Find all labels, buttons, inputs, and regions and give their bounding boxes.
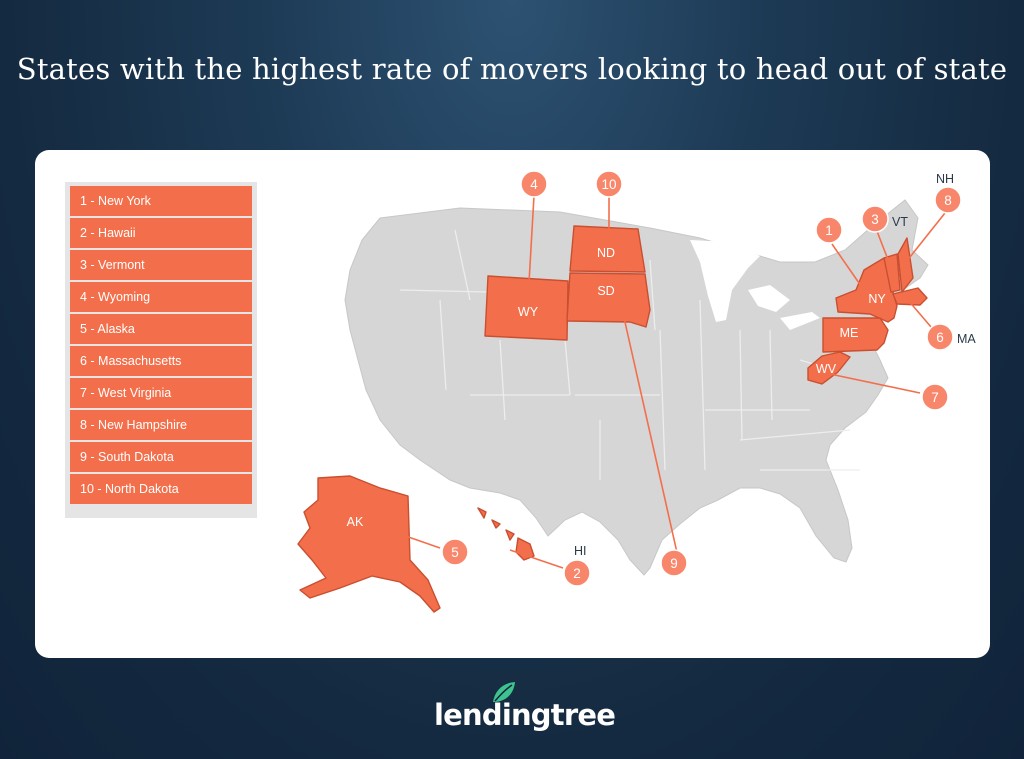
label-vt: VT bbox=[892, 215, 908, 229]
callout-number: 10 bbox=[601, 177, 616, 192]
legend-item: 5 - Alaska bbox=[70, 314, 252, 344]
callout-5: 5 bbox=[441, 538, 469, 566]
label-wv: WV bbox=[816, 362, 837, 376]
callout-4: 4 bbox=[520, 170, 548, 198]
callout-8: 8 bbox=[934, 186, 962, 214]
leaf-icon bbox=[493, 682, 515, 702]
legend-item: 6 - Massachusetts bbox=[70, 346, 252, 376]
callout-3: 3 bbox=[861, 205, 889, 233]
label-me: ME bbox=[840, 326, 859, 340]
leader-lines bbox=[373, 195, 946, 569]
label-nh: NH bbox=[936, 172, 954, 186]
ranking-legend: 1 - New York 2 - Hawaii 3 - Vermont 4 - … bbox=[65, 182, 257, 518]
state-massachusetts bbox=[892, 287, 928, 306]
callout-1: 1 bbox=[815, 216, 843, 244]
state-south-dakota bbox=[566, 272, 651, 328]
page-title: States with the highest rate of movers l… bbox=[16, 52, 1008, 86]
brand-logo: lendingtree bbox=[434, 698, 616, 732]
callout-number: 8 bbox=[944, 193, 952, 208]
callout-number: 1 bbox=[825, 223, 833, 238]
label-wy: WY bbox=[518, 305, 539, 319]
state-alaska bbox=[297, 475, 441, 613]
label-nd: ND bbox=[597, 246, 615, 260]
legend-item: 7 - West Virginia bbox=[70, 378, 252, 408]
great-lakes bbox=[690, 240, 820, 330]
callout-number: 7 bbox=[931, 390, 939, 405]
state-vermont bbox=[883, 253, 901, 293]
label-ak: AK bbox=[347, 515, 364, 529]
us-map: WY ND SD NY ME WV AK NH VT MA HI 1 2 3 4… bbox=[297, 170, 976, 613]
callout-2: 2 bbox=[563, 559, 591, 587]
state-new-york bbox=[835, 257, 898, 323]
legend-item: 3 - Vermont bbox=[70, 250, 252, 280]
state-pennsylvania bbox=[822, 317, 889, 353]
map-card: 1 - New York 2 - Hawaii 3 - Vermont 4 - … bbox=[35, 150, 990, 658]
state-hawaii bbox=[477, 507, 535, 561]
label-ny: NY bbox=[868, 292, 886, 306]
callout-number: 3 bbox=[871, 212, 879, 227]
callout-6: 6 bbox=[926, 323, 954, 351]
callout-number: 9 bbox=[670, 556, 678, 571]
legend-item: 1 - New York bbox=[70, 186, 252, 216]
legend-item: 4 - Wyoming bbox=[70, 282, 252, 312]
callout-number: 4 bbox=[530, 177, 538, 192]
callout-number: 2 bbox=[573, 566, 581, 581]
legend-item: 9 - South Dakota bbox=[70, 442, 252, 472]
callout-9: 9 bbox=[660, 549, 688, 577]
callout-7: 7 bbox=[921, 383, 949, 411]
legend-item: 8 - New Hampshire bbox=[70, 410, 252, 440]
legend-item: 10 - North Dakota bbox=[70, 474, 252, 504]
label-hi: HI bbox=[574, 544, 587, 558]
callout-10: 10 bbox=[595, 170, 623, 198]
legend-item: 2 - Hawaii bbox=[70, 218, 252, 248]
callout-number: 5 bbox=[451, 545, 459, 560]
label-sd: SD bbox=[597, 284, 614, 298]
state-north-dakota bbox=[569, 225, 646, 273]
state-new-hampshire bbox=[897, 237, 914, 293]
state-wyoming bbox=[484, 275, 569, 341]
callout-number: 6 bbox=[936, 330, 944, 345]
label-ma: MA bbox=[957, 332, 976, 346]
state-west-virginia bbox=[807, 351, 851, 385]
